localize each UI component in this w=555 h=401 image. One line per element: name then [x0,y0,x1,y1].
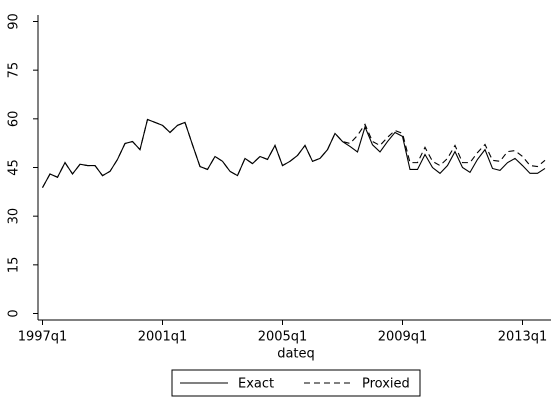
series-line [42,118,546,188]
x-tick-label: 2001q1 [138,330,188,345]
x-tick-label: 1997q1 [18,330,68,345]
y-tick-label: 30 [7,208,22,225]
x-axis-title: dateq [277,347,315,362]
x-tick-label: 2013q1 [498,330,548,345]
legend-label: Exact [238,377,274,392]
y-tick-label: 0 [7,309,22,317]
legend-label: Proxied [362,377,410,392]
x-tick-label: 2005q1 [258,330,308,345]
y-tick-label: 90 [7,13,22,30]
y-tick-label: 60 [7,111,22,128]
y-tick-label: 75 [7,62,22,79]
x-tick-label: 2009q1 [378,330,428,345]
y-tick-label: 15 [7,257,22,274]
series-line [42,118,546,188]
y-tick-label: 45 [7,159,22,176]
